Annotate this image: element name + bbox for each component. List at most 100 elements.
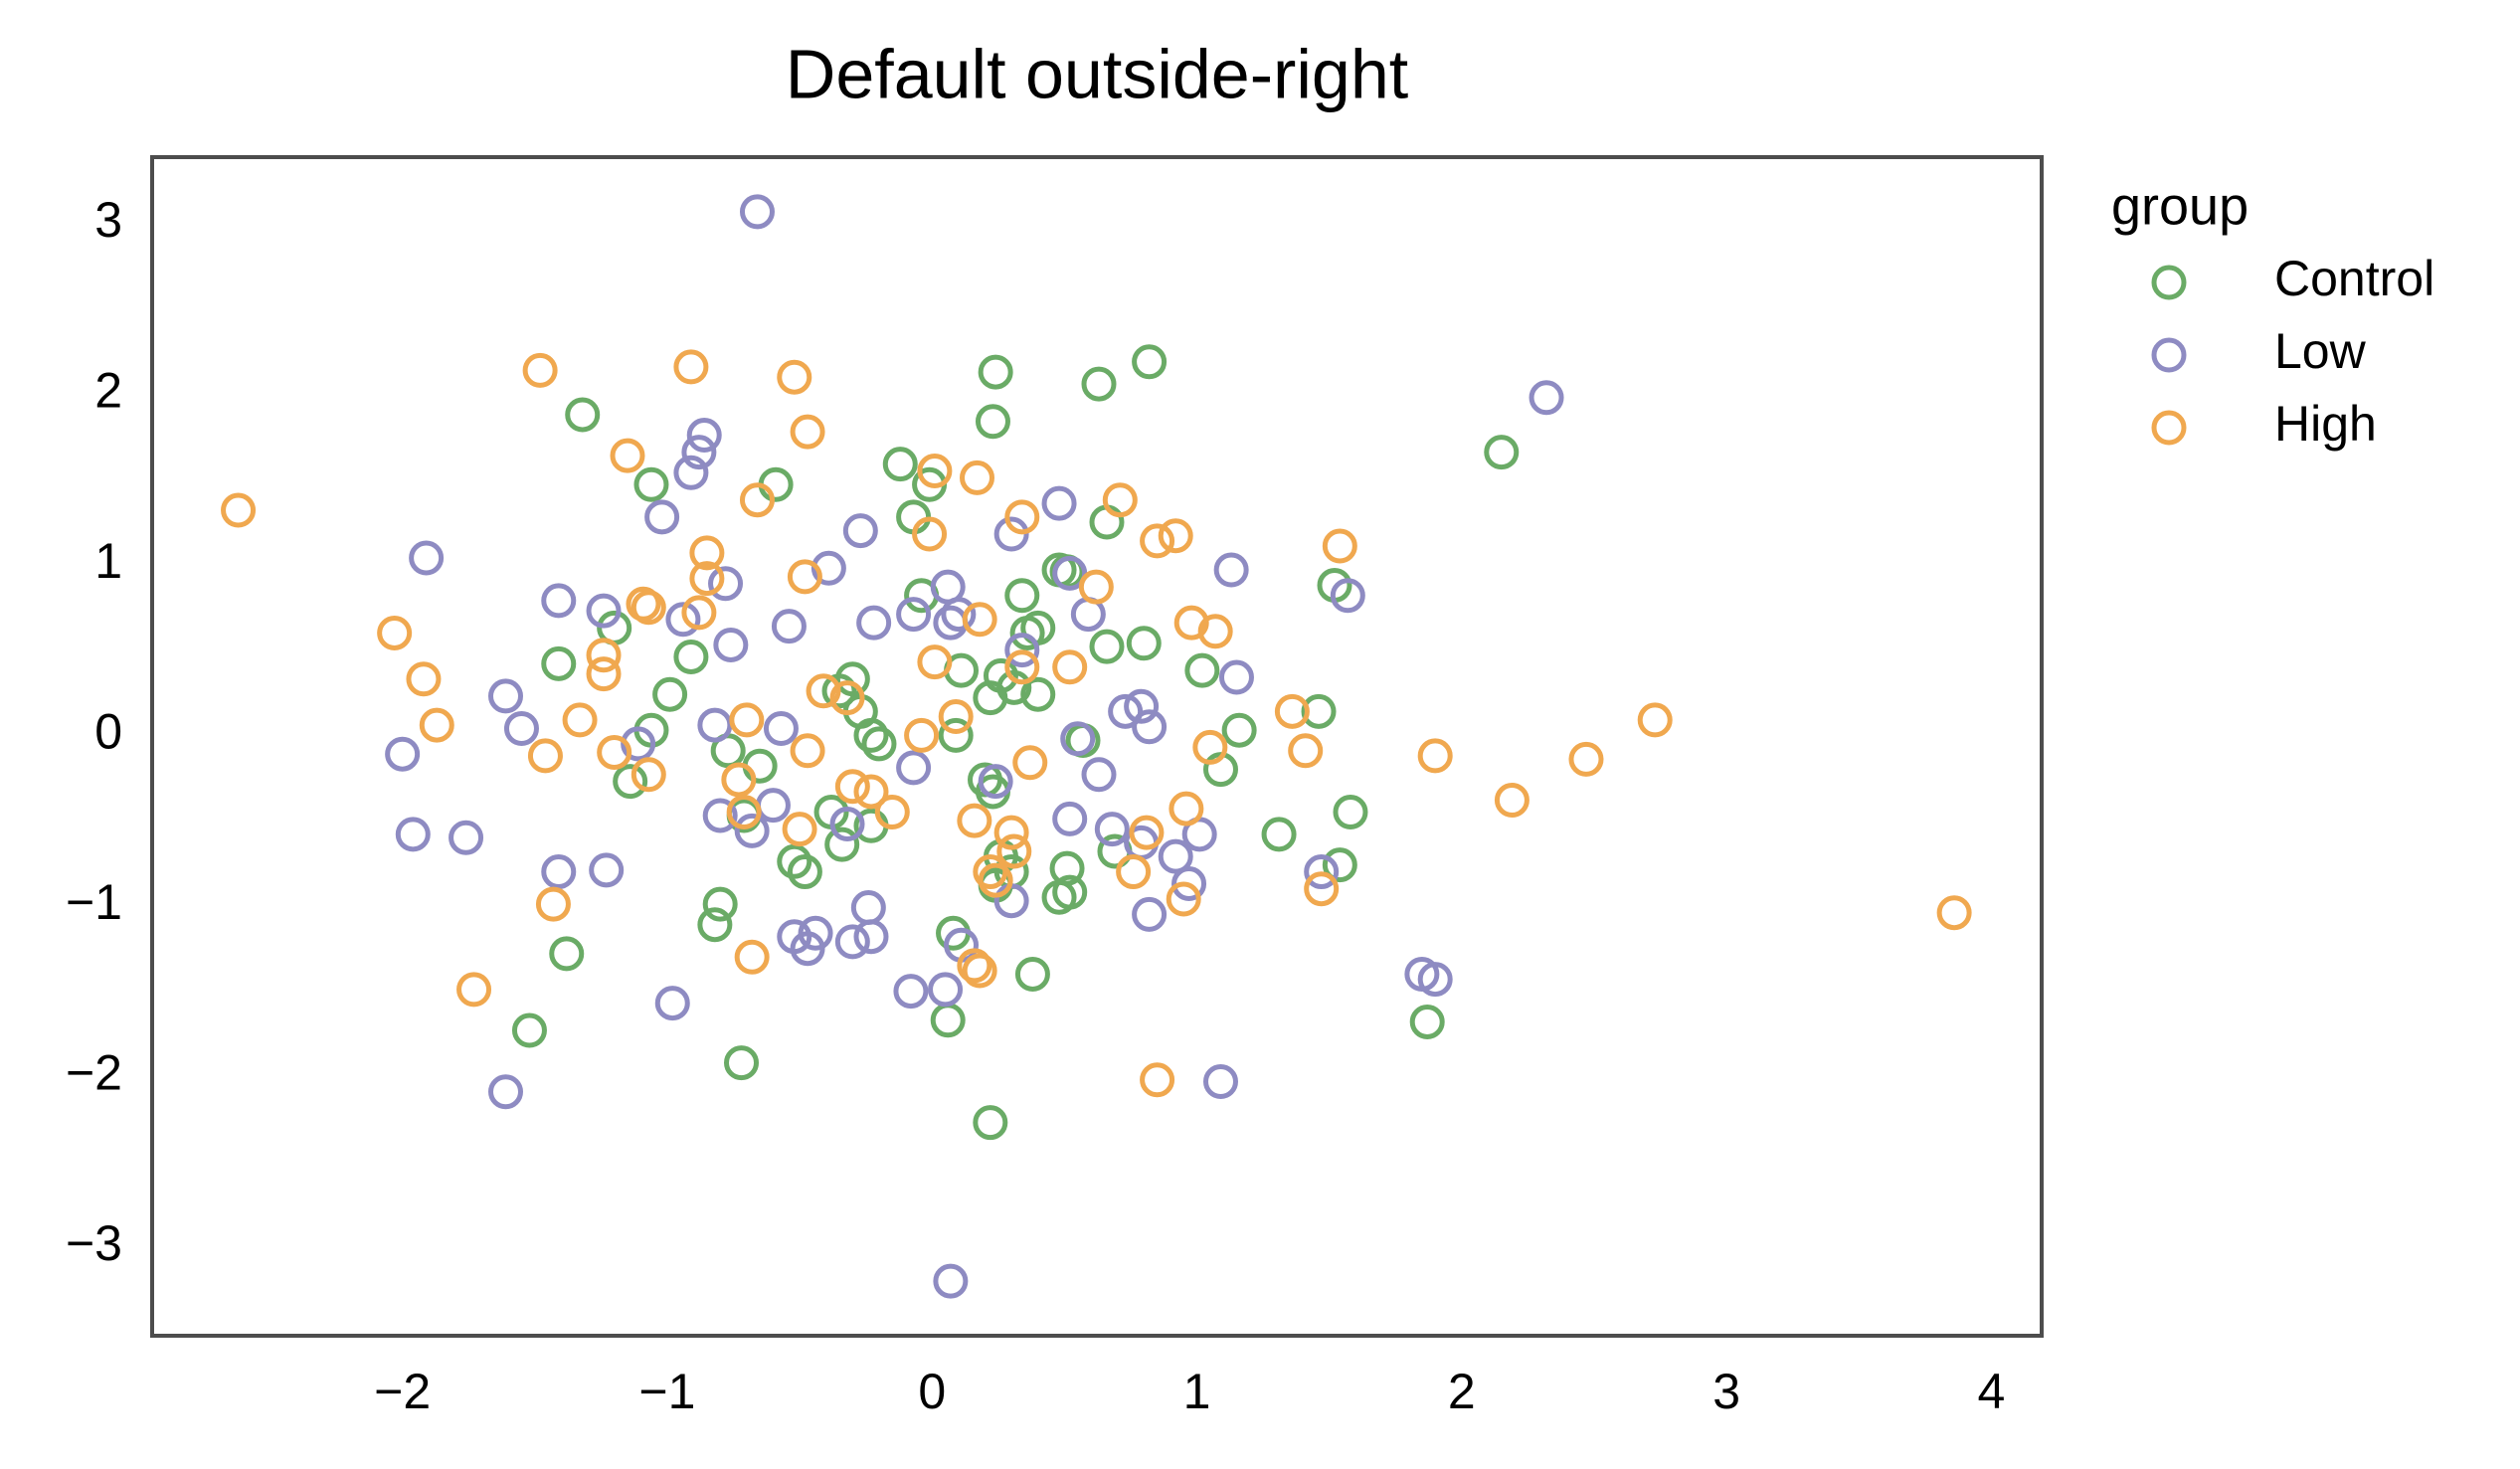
point bbox=[1052, 874, 1088, 910]
point bbox=[1132, 896, 1168, 932]
point bbox=[1197, 614, 1233, 649]
point bbox=[589, 852, 625, 888]
x-tick-label: 4 bbox=[1977, 1364, 2005, 1419]
point bbox=[610, 438, 645, 473]
point bbox=[1304, 854, 1340, 890]
point bbox=[689, 561, 725, 597]
point bbox=[962, 602, 997, 638]
point bbox=[1322, 528, 1357, 564]
point bbox=[1140, 523, 1175, 559]
point bbox=[861, 726, 897, 762]
point bbox=[1129, 815, 1165, 850]
point bbox=[1202, 1063, 1238, 1099]
point bbox=[665, 602, 701, 638]
point bbox=[1004, 578, 1040, 614]
point bbox=[488, 1074, 524, 1110]
point bbox=[734, 939, 770, 975]
point bbox=[874, 795, 910, 830]
point bbox=[729, 702, 765, 738]
point bbox=[1417, 962, 1453, 998]
point bbox=[975, 404, 1010, 440]
point bbox=[1274, 693, 1310, 729]
point bbox=[1494, 783, 1530, 819]
point bbox=[697, 707, 733, 743]
point bbox=[787, 854, 822, 890]
point bbox=[221, 492, 257, 528]
point bbox=[1009, 615, 1045, 650]
point bbox=[1169, 791, 1204, 826]
point bbox=[511, 1012, 547, 1048]
point bbox=[1184, 652, 1220, 688]
point bbox=[960, 459, 995, 495]
point bbox=[654, 986, 690, 1021]
point bbox=[697, 907, 733, 943]
point bbox=[1140, 1062, 1175, 1098]
point bbox=[1936, 895, 1972, 931]
point bbox=[1158, 518, 1193, 554]
point bbox=[1529, 380, 1564, 416]
point bbox=[503, 710, 539, 746]
point bbox=[1078, 569, 1114, 605]
point bbox=[613, 764, 648, 800]
point bbox=[1014, 956, 1050, 992]
point bbox=[1173, 605, 1209, 641]
point bbox=[681, 595, 717, 631]
point bbox=[586, 638, 622, 673]
point bbox=[527, 738, 563, 774]
point bbox=[1102, 482, 1138, 518]
legend-marker bbox=[2151, 410, 2187, 446]
point bbox=[721, 762, 757, 798]
point bbox=[962, 953, 997, 989]
point bbox=[633, 466, 669, 502]
x-tick-label: 2 bbox=[1448, 1364, 1476, 1419]
point bbox=[842, 513, 878, 549]
point bbox=[621, 726, 656, 762]
y-tick-label: −3 bbox=[66, 1215, 122, 1271]
point bbox=[673, 639, 709, 674]
point bbox=[1052, 801, 1088, 836]
point bbox=[856, 605, 892, 641]
point bbox=[978, 862, 1013, 898]
point bbox=[673, 455, 709, 490]
point bbox=[810, 550, 846, 586]
point bbox=[541, 645, 577, 681]
point bbox=[1417, 738, 1453, 774]
point bbox=[771, 609, 807, 644]
point bbox=[734, 813, 770, 848]
legend-marker bbox=[2151, 337, 2187, 373]
point bbox=[1052, 555, 1088, 591]
point bbox=[724, 1045, 760, 1081]
point bbox=[1108, 693, 1144, 729]
point bbox=[702, 798, 738, 833]
legend-label: Control bbox=[2274, 251, 2434, 306]
point bbox=[993, 815, 1029, 850]
point bbox=[787, 559, 822, 595]
x-tick-label: −2 bbox=[374, 1364, 431, 1419]
point bbox=[522, 352, 558, 388]
point bbox=[1124, 688, 1160, 724]
y-tick-label: 0 bbox=[94, 704, 122, 760]
point bbox=[630, 757, 666, 793]
point bbox=[652, 676, 688, 712]
point bbox=[1333, 795, 1368, 830]
point bbox=[821, 673, 857, 709]
point bbox=[713, 627, 749, 662]
point bbox=[790, 733, 825, 769]
point bbox=[419, 707, 454, 743]
point bbox=[1116, 854, 1152, 890]
point bbox=[853, 717, 889, 753]
point bbox=[1304, 871, 1340, 907]
point bbox=[777, 843, 812, 879]
point bbox=[896, 750, 932, 786]
point bbox=[1132, 344, 1168, 380]
point bbox=[708, 566, 744, 602]
point bbox=[790, 414, 825, 450]
point bbox=[488, 678, 524, 714]
point bbox=[973, 680, 1008, 716]
point bbox=[726, 795, 762, 830]
point bbox=[739, 482, 775, 518]
point bbox=[912, 516, 948, 552]
point bbox=[824, 826, 860, 862]
